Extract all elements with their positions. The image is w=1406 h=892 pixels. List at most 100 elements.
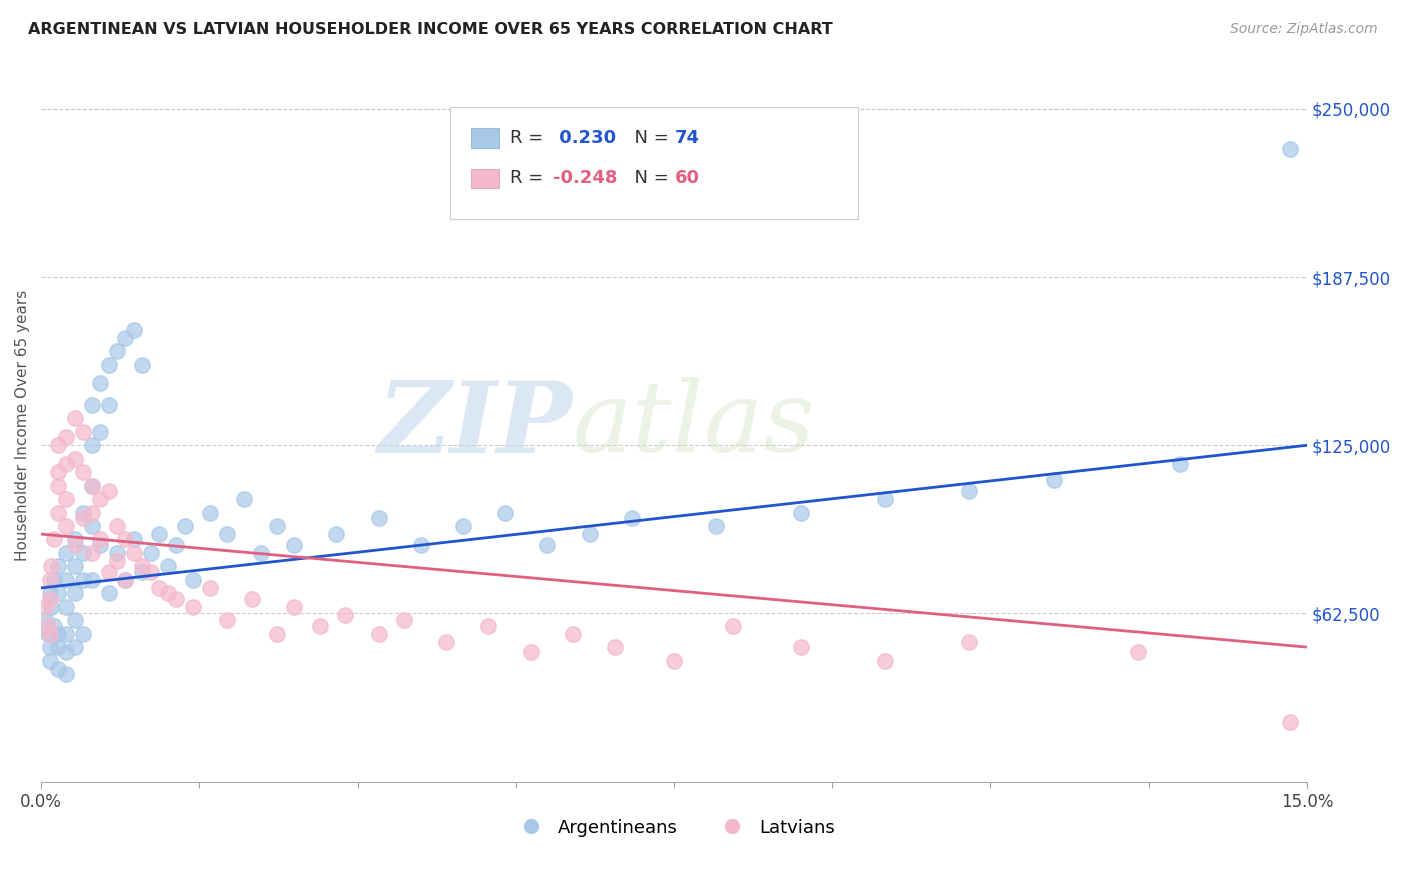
Point xyxy=(131,358,153,372)
Point xyxy=(198,506,221,520)
Text: atlas: atlas xyxy=(572,377,815,473)
Point xyxy=(536,538,558,552)
Point xyxy=(80,478,103,492)
Point xyxy=(55,430,77,444)
Point xyxy=(80,546,103,560)
Point xyxy=(122,546,145,560)
Point xyxy=(148,581,170,595)
Point xyxy=(46,662,69,676)
Point xyxy=(1279,142,1302,156)
Point xyxy=(63,411,86,425)
Point xyxy=(89,492,111,507)
Point xyxy=(46,626,69,640)
Point xyxy=(55,626,77,640)
Point xyxy=(873,492,896,507)
Point xyxy=(63,533,86,547)
Point xyxy=(173,519,195,533)
Point xyxy=(240,591,263,606)
Point xyxy=(46,438,69,452)
Point xyxy=(451,519,474,533)
Point xyxy=(114,573,136,587)
Text: ARGENTINEAN VS LATVIAN HOUSEHOLDER INCOME OVER 65 YEARS CORRELATION CHART: ARGENTINEAN VS LATVIAN HOUSEHOLDER INCOM… xyxy=(28,22,832,37)
Point xyxy=(42,573,65,587)
Point xyxy=(519,645,541,659)
Point xyxy=(63,586,86,600)
Point xyxy=(55,667,77,681)
Text: R =: R = xyxy=(510,169,550,187)
Text: R =: R = xyxy=(510,129,550,147)
Point xyxy=(283,599,305,614)
Point xyxy=(721,618,744,632)
Point xyxy=(1042,473,1064,487)
Point xyxy=(477,618,499,632)
Point xyxy=(63,538,86,552)
Y-axis label: Householder Income Over 65 years: Householder Income Over 65 years xyxy=(15,290,30,561)
Point xyxy=(105,519,128,533)
Text: 0.230: 0.230 xyxy=(553,129,616,147)
Point xyxy=(38,626,60,640)
Point xyxy=(42,618,65,632)
Point xyxy=(122,533,145,547)
Point xyxy=(1279,715,1302,730)
Point xyxy=(63,559,86,574)
Point xyxy=(232,492,254,507)
Point xyxy=(181,573,204,587)
Point xyxy=(97,565,120,579)
Point xyxy=(72,506,94,520)
Point xyxy=(80,573,103,587)
Point xyxy=(72,573,94,587)
Point xyxy=(89,533,111,547)
Point xyxy=(1126,645,1149,659)
Point xyxy=(55,492,77,507)
Point xyxy=(283,538,305,552)
Point xyxy=(789,640,811,654)
Point xyxy=(156,559,179,574)
Point xyxy=(72,546,94,560)
Point xyxy=(165,591,187,606)
Point xyxy=(46,586,69,600)
Point xyxy=(42,533,65,547)
Point xyxy=(38,586,60,600)
Text: 60: 60 xyxy=(675,169,700,187)
Point xyxy=(89,425,111,439)
Legend: Argentineans, Latvians: Argentineans, Latvians xyxy=(506,812,842,844)
Point xyxy=(72,465,94,479)
Point xyxy=(957,483,980,498)
Text: 74: 74 xyxy=(675,129,700,147)
Point xyxy=(72,626,94,640)
Point xyxy=(105,344,128,359)
Point xyxy=(704,519,727,533)
Point xyxy=(198,581,221,595)
Point xyxy=(37,626,59,640)
Point xyxy=(249,546,271,560)
Point xyxy=(97,398,120,412)
Point xyxy=(39,599,62,614)
Point xyxy=(97,586,120,600)
Point xyxy=(38,654,60,668)
Point xyxy=(80,438,103,452)
Point xyxy=(494,506,516,520)
Point xyxy=(38,640,60,654)
Point xyxy=(662,654,685,668)
Point xyxy=(55,645,77,659)
Point xyxy=(114,573,136,587)
Point xyxy=(46,559,69,574)
Point xyxy=(46,465,69,479)
Point xyxy=(72,425,94,439)
Point xyxy=(105,546,128,560)
Point xyxy=(97,358,120,372)
Point xyxy=(80,519,103,533)
Point xyxy=(603,640,626,654)
Point xyxy=(72,511,94,525)
Point xyxy=(156,586,179,600)
Point xyxy=(46,506,69,520)
Point xyxy=(367,511,389,525)
Point xyxy=(561,626,583,640)
Point xyxy=(333,607,356,622)
Point xyxy=(308,618,330,632)
Point xyxy=(367,626,389,640)
Point xyxy=(63,640,86,654)
Point xyxy=(37,618,59,632)
Point xyxy=(215,613,238,627)
Point xyxy=(620,511,643,525)
